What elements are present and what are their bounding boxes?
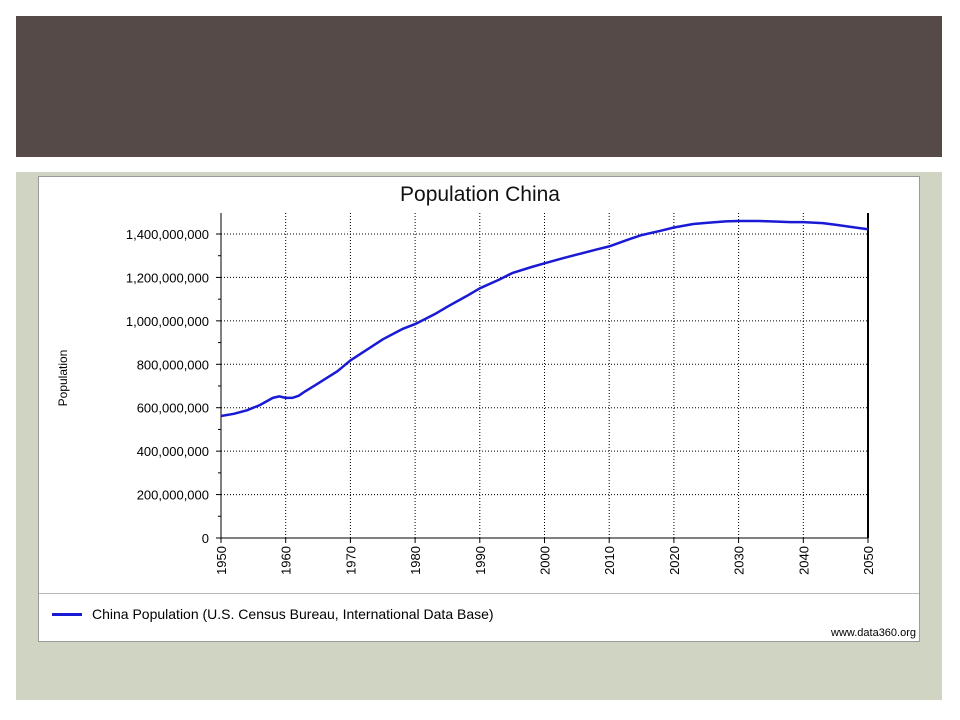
y-tick-label: 1,400,000,000 <box>126 227 209 242</box>
x-tick-label: 2050 <box>861 546 876 575</box>
y-tick-label: 0 <box>202 531 209 546</box>
legend-swatch <box>52 612 82 616</box>
legend: China Population (U.S. Census Bureau, In… <box>52 606 494 622</box>
x-tick-label: 2010 <box>602 546 617 575</box>
x-tick-label: 2030 <box>732 546 747 575</box>
series-lines <box>220 219 869 418</box>
y-tick-label: 1,000,000,000 <box>126 314 209 329</box>
x-tick-label: 2040 <box>796 546 811 575</box>
chart-frame <box>38 176 920 642</box>
y-tick-label: 800,000,000 <box>137 357 209 372</box>
x-tick-label: 1970 <box>343 546 358 575</box>
y-tick-label: 200,000,000 <box>137 488 209 503</box>
x-tick-label: 1990 <box>473 546 488 575</box>
y-tick-label: 600,000,000 <box>137 401 209 416</box>
axes <box>216 213 869 543</box>
y-tick-labels: 0 200,000,000 400,000,000 600,000,000 800,00… <box>126 227 209 546</box>
y-axis-title: Population <box>56 350 70 407</box>
x-tick-label: 2000 <box>538 546 553 575</box>
legend-label: China Population (U.S. Census Bureau, In… <box>92 606 494 622</box>
y-tick-label: 400,000,000 <box>137 444 209 459</box>
series-line <box>220 219 869 418</box>
x-tick-label: 1950 <box>214 546 229 575</box>
source-note: www.data360.org <box>831 627 916 639</box>
x-tick-label: 2020 <box>667 546 682 575</box>
x-tick-label: 1960 <box>279 546 294 575</box>
title-banner <box>16 16 942 157</box>
y-tick-label: 1,200,000,000 <box>126 270 209 285</box>
grid-lines <box>221 213 868 538</box>
x-tick-label: 1980 <box>408 546 423 575</box>
legend-divider <box>39 593 919 594</box>
x-tick-labels: 1950 1960 1970 1980 1990 2000 2010 2020 2030 2040… <box>214 546 876 575</box>
